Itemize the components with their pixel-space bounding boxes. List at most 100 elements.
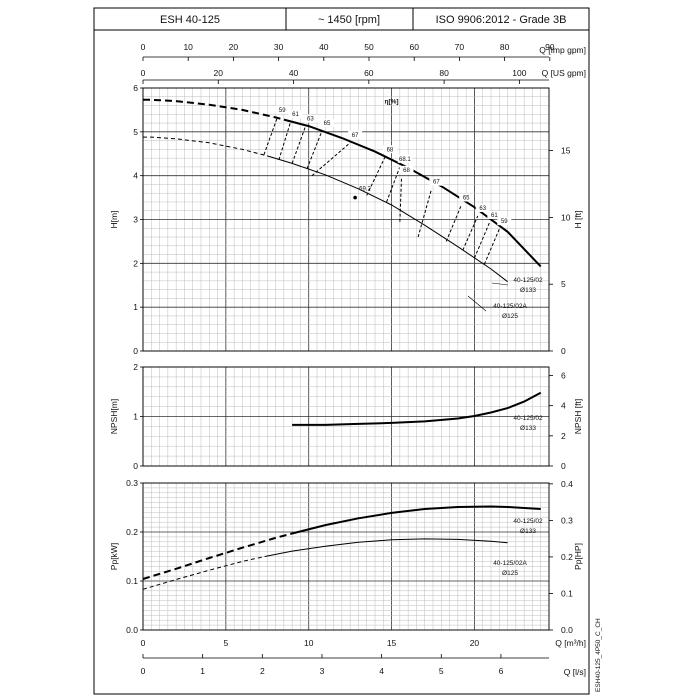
efficiency-label-68: 68 xyxy=(387,147,394,153)
efficiency-label-bg xyxy=(348,130,363,139)
efficiency-label-63: 63 xyxy=(479,206,486,212)
sheet-border xyxy=(93,7,590,695)
efficiency-label-59: 59 xyxy=(501,219,508,225)
series-dashed-1 xyxy=(142,555,268,590)
m3h-tick-label: 0 xyxy=(141,638,146,648)
y-tick-label: 0 xyxy=(133,461,138,471)
m3h-axis-label: Q [m³/h] xyxy=(555,638,586,648)
series-label-dia: Ø133 xyxy=(520,287,536,294)
efficiency-label-65: 65 xyxy=(463,195,470,201)
y2-axis-title: NPSH [ft] xyxy=(573,399,583,434)
series-label-name: 40-125/02 xyxy=(513,277,543,284)
us-gpm-tick-label: 0 xyxy=(141,68,146,78)
efficiency-line-59 xyxy=(263,117,278,155)
imp-gpm-tick-label: 60 xyxy=(409,42,419,52)
efficiency-label-bg xyxy=(497,217,512,226)
standard-label: ISO 9906:2012 - Grade 3B xyxy=(436,14,567,26)
us-gpm-tick-label: 100 xyxy=(512,68,526,78)
y2-tick-label: 0 xyxy=(561,461,566,471)
series-label-dia: Ø133 xyxy=(520,528,536,535)
y2-axis-title: H [ft] xyxy=(573,211,583,229)
series-dashed-0 xyxy=(143,98,285,121)
ls-axis-label: Q [l/s] xyxy=(564,667,586,677)
imp-gpm-tick-label: 40 xyxy=(319,42,329,52)
y-tick-label: 0.0 xyxy=(126,625,138,635)
imp-gpm-tick-label: 10 xyxy=(183,42,193,52)
efficiency-label-bg xyxy=(303,114,318,123)
y-tick-label: 5 xyxy=(133,127,138,137)
efficiency-label-bg xyxy=(319,118,334,127)
y2-tick-label: 0.0 xyxy=(561,625,573,635)
efficiency-label-bg xyxy=(487,211,502,220)
imp-gpm-tick-label: 80 xyxy=(500,42,510,52)
y-tick-label: 6 xyxy=(133,83,138,93)
series-line-1 xyxy=(267,155,508,283)
us-gpm-axis-label: Q [US gpm] xyxy=(542,68,586,78)
ls-tick-label: 3 xyxy=(320,666,325,676)
us-gpm-tick-label: 20 xyxy=(214,68,224,78)
model-title: ESH 40-125 xyxy=(160,14,220,26)
efficiency-line-67 xyxy=(311,142,351,177)
efficiency-label-63: 63 xyxy=(307,117,314,123)
imp-gpm-axis-label: Q [Imp gpm] xyxy=(539,45,586,55)
series-line-1 xyxy=(267,538,508,557)
y2-tick-label: 6 xyxy=(561,370,566,380)
leader-line xyxy=(491,282,509,286)
y-tick-label: 0.1 xyxy=(126,576,138,586)
series-label-dia: Ø125 xyxy=(502,570,518,577)
efficiency-label-65: 65 xyxy=(324,121,331,127)
efficiency-line-68 xyxy=(366,157,386,196)
efficiency-label-bg xyxy=(399,165,414,174)
efficiency-label-bg xyxy=(382,145,397,154)
efficiency-line-65 xyxy=(306,130,323,169)
eta-title: η[%] xyxy=(385,98,399,105)
y2-tick-label: 0.2 xyxy=(561,552,573,562)
efficiency-line-61 xyxy=(278,122,291,161)
y2-tick-label: 0.3 xyxy=(561,515,573,525)
efficiency-label-59: 59 xyxy=(279,108,286,114)
efficiency-line-63 xyxy=(291,126,306,164)
series-dashed-1 xyxy=(143,136,268,157)
efficiency-line-61 xyxy=(473,222,490,259)
efficiency-label-68.1: 68.1 xyxy=(399,157,411,163)
series-label-name: 40-125/02A xyxy=(493,303,527,310)
y2-tick-label: 15 xyxy=(561,146,571,156)
y2-tick-label: 0.1 xyxy=(561,588,573,598)
series-label-name: 40-125/02 xyxy=(513,518,543,525)
y-tick-label: 1 xyxy=(133,302,138,312)
y-tick-label: 2 xyxy=(133,258,138,268)
efficiency-label-bg xyxy=(459,193,474,202)
efficiency-label-bg xyxy=(275,105,290,114)
drawing-code: ESH40-125_4P50_C_CH xyxy=(595,618,602,692)
efficiency-label-bg xyxy=(397,154,412,163)
efficiency-label-61: 61 xyxy=(292,112,299,118)
y-tick-label: 3 xyxy=(133,215,138,225)
efficiency-label-bg xyxy=(288,110,303,119)
plot-area-power xyxy=(142,482,550,631)
imp-gpm-tick-label: 50 xyxy=(364,42,374,52)
ls-tick-label: 4 xyxy=(379,666,384,676)
series-line-0 xyxy=(291,505,541,535)
y2-tick-label: 10 xyxy=(561,212,571,222)
leader-line xyxy=(467,295,487,312)
y-tick-label: 2 xyxy=(133,362,138,372)
series-line-0 xyxy=(292,391,542,426)
series-label-dia: Ø125 xyxy=(502,313,518,320)
m3h-tick-label: 20 xyxy=(470,638,480,648)
y-tick-label: 1 xyxy=(133,412,138,422)
m3h-tick-label: 10 xyxy=(304,638,314,648)
m3h-tick-label: 15 xyxy=(387,638,397,648)
efficiency-line-63 xyxy=(462,215,479,251)
y2-tick-label: 5 xyxy=(561,279,566,289)
imp-gpm-tick-label: 70 xyxy=(455,42,465,52)
efficiency-label-61: 61 xyxy=(491,213,498,219)
y-tick-label: 0 xyxy=(133,346,138,356)
efficiency-label-68: 68 xyxy=(403,168,410,174)
y-axis-title: H[m] xyxy=(109,211,119,229)
y2-axis-title: Pp[HP] xyxy=(573,543,583,570)
imp-gpm-tick-label: 30 xyxy=(274,42,284,52)
series-label-name: 40-125/02A xyxy=(493,560,527,567)
ls-tick-label: 5 xyxy=(439,666,444,676)
efficiency-label-67: 67 xyxy=(352,133,359,139)
